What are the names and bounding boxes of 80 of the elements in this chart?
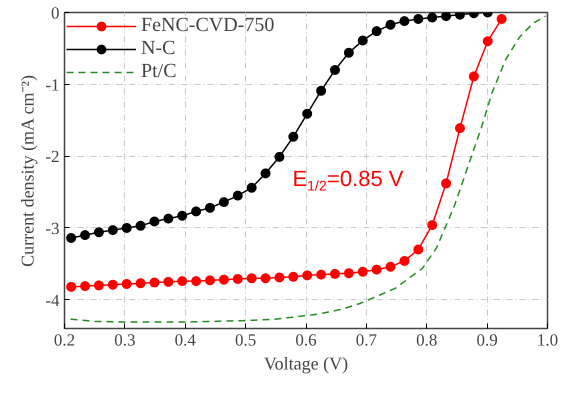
point — [344, 268, 354, 278]
point — [386, 262, 396, 272]
point — [427, 220, 438, 230]
point — [274, 152, 284, 162]
y-axis-title: Current density (mA cm⁻²) — [17, 75, 38, 267]
x-tick-label: 0.4 — [174, 330, 196, 350]
point — [122, 278, 132, 289]
y-tick-label: 0 — [51, 4, 60, 22]
x-axis-title: Voltage (V) — [264, 354, 348, 374]
x-tick-label: 0.8 — [416, 330, 438, 350]
point — [232, 274, 243, 284]
point — [288, 132, 298, 142]
point — [191, 276, 202, 286]
point — [177, 276, 188, 286]
point — [191, 206, 202, 216]
point — [66, 233, 76, 243]
x-tick-label: 0.2 — [54, 330, 76, 350]
point — [316, 270, 326, 280]
point — [399, 16, 410, 26]
point — [163, 276, 174, 287]
line-series — [70, 15, 546, 323]
legend-label: N-C — [141, 37, 176, 60]
point — [372, 264, 382, 275]
point — [260, 273, 271, 284]
x-tick-label: 0.3 — [114, 330, 136, 350]
point — [108, 225, 118, 236]
x-tick-label: 0.7 — [356, 330, 378, 350]
point — [386, 20, 396, 30]
x-tick-label: 1.0 — [536, 330, 558, 350]
point — [246, 273, 257, 284]
y-tick-label: -1 — [45, 75, 60, 94]
point — [496, 14, 507, 24]
point — [427, 12, 438, 23]
point — [218, 274, 229, 285]
point — [136, 220, 146, 231]
point — [80, 281, 90, 292]
legend-label: FeNC-CVD-750 — [141, 14, 274, 37]
point — [302, 108, 312, 119]
point — [302, 270, 312, 280]
point — [94, 280, 104, 290]
point — [246, 182, 257, 193]
point — [344, 48, 354, 58]
point — [205, 202, 216, 213]
point — [468, 71, 479, 82]
point — [482, 36, 493, 46]
point — [232, 190, 243, 201]
point — [260, 168, 271, 178]
y-tick-label: -3 — [45, 218, 60, 238]
point — [413, 244, 424, 254]
point — [358, 266, 368, 277]
point — [330, 268, 340, 279]
point — [372, 26, 382, 36]
y-tick-label: -2 — [45, 147, 60, 166]
point — [441, 12, 452, 22]
x-tick-label: 0.6 — [295, 330, 317, 350]
point — [205, 275, 216, 286]
y-tick-label: -4 — [45, 290, 60, 310]
point — [149, 278, 160, 288]
point — [454, 123, 465, 134]
point — [399, 256, 410, 266]
point — [136, 278, 146, 288]
point — [316, 86, 326, 96]
point — [66, 282, 76, 292]
point — [413, 14, 424, 24]
point — [358, 36, 368, 46]
point — [441, 178, 452, 188]
x-tick-label: 0.5 — [235, 330, 256, 350]
point — [163, 214, 174, 224]
point — [94, 227, 104, 238]
legend-label: Pt/C — [141, 60, 177, 83]
point — [108, 280, 118, 290]
point — [218, 197, 229, 208]
point — [80, 230, 90, 240]
point — [177, 210, 188, 221]
point — [149, 216, 160, 226]
x-tick-label: 0.9 — [476, 330, 498, 350]
point — [122, 222, 132, 233]
point — [274, 272, 284, 282]
point — [288, 272, 298, 282]
point — [330, 64, 340, 75]
